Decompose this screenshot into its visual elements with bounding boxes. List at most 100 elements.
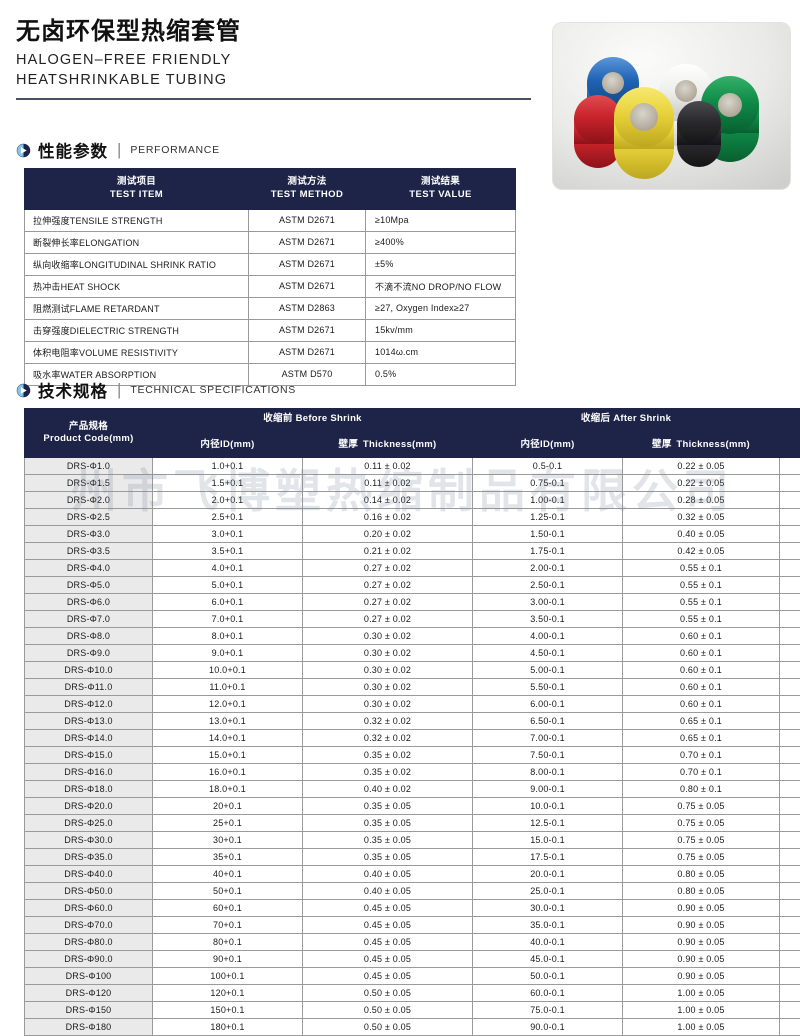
- cell-test-item: 体积电阻率VOLUME RESISTIVITY: [25, 341, 249, 363]
- cell-product-code: DRS-Φ4.0: [25, 560, 153, 577]
- cell-before-id: 100+0.1: [153, 968, 303, 985]
- cell-after-id: 1.50-0.1: [473, 526, 623, 543]
- section-title-divider: |: [117, 380, 121, 400]
- cell-product-code: DRS-Φ18.0: [25, 781, 153, 798]
- cell-after-id: 35.0-0.1: [473, 917, 623, 934]
- section-heading-technical: 技术规格 | TECHNICAL SPECIFICATIONS: [16, 378, 296, 402]
- cell-before-id: 5.0+0.1: [153, 577, 303, 594]
- cell-test-item: 击穿强度DIELECTRIC STRENGTH: [25, 319, 249, 341]
- cell-before-thickness: 0.27 ± 0.02: [303, 611, 473, 628]
- cell-after-id: 6.00-0.1: [473, 696, 623, 713]
- cell-after-thickness: 0.90 ± 0.05: [623, 917, 780, 934]
- col-header-packing: 包装 M/ ROLL: [780, 409, 800, 458]
- cell-before-id: 6.0+0.1: [153, 594, 303, 611]
- cell-before-thickness: 0.50 ± 0.05: [303, 1002, 473, 1019]
- cell-test-method: ASTM D2671: [249, 319, 366, 341]
- cell-packing: 25: [780, 832, 800, 849]
- col-header-before-thickness: 壁厚 Thickness(mm): [303, 430, 473, 458]
- performance-table: 测试项目 TEST ITEM 测试方法 TEST METHOD 测试结果 TES…: [24, 168, 516, 386]
- table-header-row: 测试项目 TEST ITEM 测试方法 TEST METHOD 测试结果 TES…: [25, 169, 516, 210]
- col-header-after-shrink: 收缩后 After Shrink: [473, 409, 780, 430]
- cell-before-id: 3.5+0.1: [153, 543, 303, 560]
- cell-after-thickness: 0.75 ± 0.05: [623, 832, 780, 849]
- cell-before-thickness: 0.30 ± 0.02: [303, 696, 473, 713]
- cell-product-code: DRS-Φ9.0: [25, 645, 153, 662]
- cell-product-code: DRS-Φ25.0: [25, 815, 153, 832]
- cell-packing: 200: [780, 475, 800, 492]
- cell-after-id: 3.00-0.1: [473, 594, 623, 611]
- cell-product-code: DRS-Φ2.5: [25, 509, 153, 526]
- cell-after-thickness: 0.55 ± 0.1: [623, 611, 780, 628]
- cell-after-thickness: 0.60 ± 0.1: [623, 628, 780, 645]
- cell-product-code: DRS-Φ10.0: [25, 662, 153, 679]
- page-title-en: HALOGEN–FREE FRIENDLY HEATSHRINKABLE TUB…: [16, 50, 531, 90]
- cell-test-item: 断裂伸长率ELONGATION: [25, 231, 249, 253]
- cell-before-id: 150+0.1: [153, 1002, 303, 1019]
- cell-before-id: 15.0+0.1: [153, 747, 303, 764]
- cell-after-thickness: 0.90 ± 0.05: [623, 968, 780, 985]
- cell-packing: 100: [780, 645, 800, 662]
- section-title-en: TECHNICAL SPECIFICATIONS: [130, 384, 296, 396]
- cell-before-thickness: 0.35 ± 0.02: [303, 764, 473, 781]
- cell-packing: 100: [780, 764, 800, 781]
- cell-before-id: 9.0+0.1: [153, 645, 303, 662]
- cell-packing: 25: [780, 1002, 800, 1019]
- page-title-en-line1: HALOGEN–FREE FRIENDLY: [16, 50, 531, 70]
- col-header-test-value: 测试结果 TEST VALUE: [366, 169, 516, 210]
- cell-product-code: DRS-Φ1.5: [25, 475, 153, 492]
- cell-after-id: 30.0-0.1: [473, 900, 623, 917]
- cell-packing: 200: [780, 560, 800, 577]
- cell-before-thickness: 0.30 ± 0.02: [303, 628, 473, 645]
- cell-after-id: 25.0-0.1: [473, 883, 623, 900]
- tubing-rolls-illustration: [553, 23, 790, 189]
- cell-before-id: 80+0.1: [153, 934, 303, 951]
- cell-product-code: DRS-Φ1.0: [25, 458, 153, 475]
- cell-after-id: 15.0-0.1: [473, 832, 623, 849]
- cell-before-thickness: 0.45 ± 0.05: [303, 968, 473, 985]
- cell-after-thickness: 0.75 ± 0.05: [623, 815, 780, 832]
- arrow-circle-icon: [16, 383, 31, 398]
- cell-before-thickness: 0.32 ± 0.02: [303, 730, 473, 747]
- cell-after-thickness: 0.55 ± 0.1: [623, 577, 780, 594]
- cell-after-thickness: 0.55 ± 0.1: [623, 560, 780, 577]
- cell-packing: 25: [780, 951, 800, 968]
- cell-after-thickness: 0.80 ± 0.05: [623, 866, 780, 883]
- section-title-cn: 性能参数: [38, 138, 108, 162]
- cell-packing: 200: [780, 458, 800, 475]
- cell-after-id: 50.0-0.1: [473, 968, 623, 985]
- roll-black: [677, 101, 721, 167]
- cell-product-code: DRS-Φ120: [25, 985, 153, 1002]
- cell-after-id: 4.00-0.1: [473, 628, 623, 645]
- cell-after-id: 4.50-0.1: [473, 645, 623, 662]
- cell-packing: 200: [780, 509, 800, 526]
- cell-before-thickness: 0.40 ± 0.02: [303, 781, 473, 798]
- cell-packing: 25: [780, 815, 800, 832]
- cell-before-id: 8.0+0.1: [153, 628, 303, 645]
- cell-before-thickness: 0.35 ± 0.05: [303, 832, 473, 849]
- cell-before-thickness: 0.50 ± 0.05: [303, 985, 473, 1002]
- cell-product-code: DRS-Φ80.0: [25, 934, 153, 951]
- cell-test-item: 阻燃测试FLAME RETARDANT: [25, 297, 249, 319]
- cell-product-code: DRS-Φ100: [25, 968, 153, 985]
- cell-before-id: 7.0+0.1: [153, 611, 303, 628]
- cell-test-method: ASTM D2863: [249, 297, 366, 319]
- cell-test-value: 不滴不流NO DROP/NO FLOW: [366, 275, 516, 297]
- cell-test-method: ASTM D2671: [249, 253, 366, 275]
- cell-before-id: 180+0.1: [153, 1019, 303, 1036]
- cell-packing: 100: [780, 713, 800, 730]
- cell-packing: 200: [780, 492, 800, 509]
- cell-product-code: DRS-Φ7.0: [25, 611, 153, 628]
- cell-before-thickness: 0.50 ± 0.05: [303, 1019, 473, 1036]
